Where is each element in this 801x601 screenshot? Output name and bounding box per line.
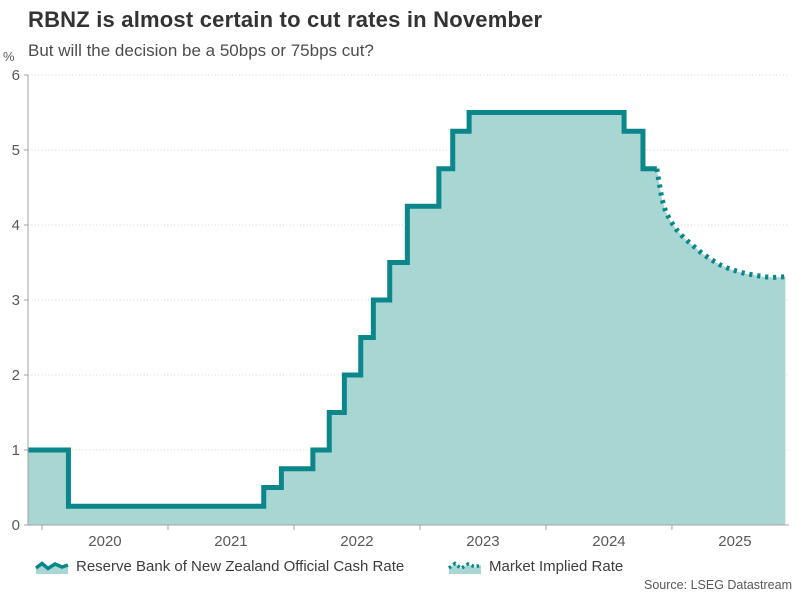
y-tick-label: 4: [12, 217, 20, 234]
rate-area-fill: [28, 112, 786, 525]
official-cash-rate-line: [28, 110, 657, 509]
y-tick-label: 5: [12, 142, 20, 159]
legend-label-market-implied-rate: Market Implied Rate: [489, 558, 624, 575]
x-tick-label: 2024: [592, 533, 625, 550]
legend-label-official-cash-rate: Reserve Bank of New Zealand Official Cas…: [76, 558, 405, 575]
x-tick-label: 2023: [466, 533, 499, 550]
market-implied-rate-line: [654, 168, 786, 281]
dotted-area-swatch-icon: [448, 560, 482, 574]
x-tick-label: 2021: [214, 533, 247, 550]
y-tick-label: 1: [12, 442, 20, 459]
x-tick-label: 2022: [340, 533, 373, 550]
y-tick-label: 2: [12, 367, 20, 384]
chart-title: RBNZ is almost certain to cut rates in N…: [28, 7, 543, 32]
y-tick-label: 3: [12, 292, 20, 309]
x-tick-label: 2025: [718, 533, 751, 550]
legend-item-market-implied-rate: Market Implied Rate: [448, 558, 623, 575]
x-tick-label: 2020: [88, 533, 121, 550]
solid-area-swatch-icon: [35, 560, 69, 574]
y-tick-label: 6: [12, 67, 20, 84]
y-axis-unit-label: %: [3, 49, 15, 64]
source-attribution: Source: LSEG Datastream: [644, 578, 792, 592]
chart-subtitle: But will the decision be a 50bps or 75bp…: [28, 41, 374, 60]
rate-chart: 0 1 2 3 4 5 6 2020 2021 2022 2023 2024 2025: [12, 67, 789, 550]
legend-item-official-cash-rate: Reserve Bank of New Zealand Official Cas…: [35, 558, 404, 575]
y-tick-label: 0: [12, 517, 20, 534]
